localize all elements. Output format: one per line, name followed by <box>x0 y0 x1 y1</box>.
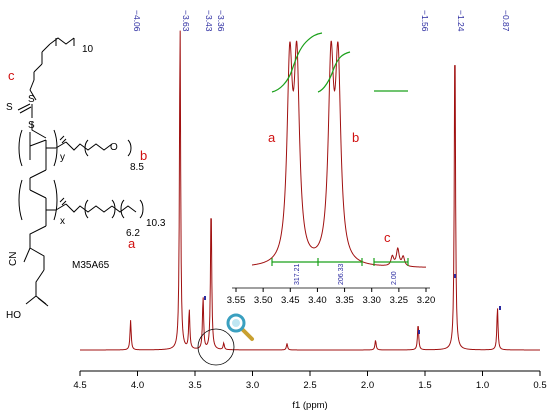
svg-text:O: O <box>110 142 118 153</box>
x-tick-label: 3.0 <box>246 380 259 391</box>
svg-text:CN: CN <box>8 252 19 266</box>
inset-label-c: c <box>384 230 391 245</box>
inset-integral-bars <box>271 258 409 266</box>
peak-label: −3.36 <box>216 10 226 32</box>
svg-text:S: S <box>28 94 35 105</box>
structure-label-a: a <box>128 236 136 251</box>
main-integral-markers <box>204 274 501 334</box>
svg-text:x: x <box>60 216 65 227</box>
peak-label: −3.43 <box>204 10 214 32</box>
chemical-structure <box>17 37 144 307</box>
magnifier-icon <box>226 313 254 341</box>
inset-tick-label: 3.40 <box>308 295 327 306</box>
svg-text:S: S <box>6 102 13 113</box>
inset-label-a: a <box>268 130 276 145</box>
inset-x-axis-ticks: 3.55 3.50 3.45 3.40 3.35 3.30 3.25 3.20 <box>227 288 436 306</box>
svg-text:8.5: 8.5 <box>130 162 144 173</box>
x-tick-label: 2.0 <box>361 380 374 391</box>
x-tick-label: 1.0 <box>476 380 489 391</box>
x-tick-label: 4.0 <box>131 380 144 391</box>
x-tick-label: 2.5 <box>303 380 316 391</box>
svg-text:10.3: 10.3 <box>146 218 166 229</box>
svg-text:10: 10 <box>82 44 94 55</box>
x-axis-ticks: 4.5 4.0 3.5 3.0 2.5 2.0 1.5 1.0 0.5 <box>73 371 547 391</box>
main-spectrum-line <box>80 30 540 351</box>
inset-tick-label: 3.45 <box>281 295 300 306</box>
svg-text:y: y <box>60 152 65 163</box>
peak-label: −3.63 <box>181 10 191 32</box>
x-tick-label: 4.5 <box>73 380 86 391</box>
inset-label-b: b <box>352 130 359 145</box>
inset-tick-label: 3.50 <box>254 295 273 306</box>
inset-tick-label: 3.35 <box>335 295 354 306</box>
integral-value-b: 206.33 <box>338 263 345 285</box>
inset-tick-label: 3.25 <box>390 295 409 306</box>
integral-value-c: 2.00 <box>391 271 398 285</box>
peak-label: −4.06 <box>132 10 142 32</box>
inset-tick-label: 3.55 <box>227 295 246 306</box>
peak-label: −0.87 <box>501 10 511 32</box>
x-axis-label: f1 (ppm) <box>292 400 327 411</box>
peak-labels: −4.06 −3.63 −3.43 −3.36 −1.56 −1.24 −0.87 <box>132 10 511 32</box>
inset-tick-label: 3.20 <box>417 295 436 306</box>
integral-value-a: 317.21 <box>294 263 301 285</box>
zoom-region-circle <box>197 328 235 366</box>
svg-text:HO: HO <box>6 310 21 321</box>
inset-spectrum-line <box>252 40 427 268</box>
inset-zoom: 3.55 3.50 3.45 3.40 3.35 3.30 3.25 3.20 317.21 … <box>227 32 436 306</box>
x-tick-label: 1.5 <box>418 380 431 391</box>
structure-label-b: b <box>140 148 147 163</box>
x-tick-label: 0.5 <box>533 380 546 391</box>
peak-label: −1.24 <box>456 10 466 32</box>
x-tick-label: 3.5 <box>188 380 201 391</box>
peak-label: −1.56 <box>420 10 430 32</box>
structure-label-c: c <box>8 68 15 83</box>
inset-integral-curves <box>271 32 408 93</box>
structure-labels: 10 S S S y x O 8.5 6.2 10.3 CN HO M35A65… <box>6 44 166 321</box>
svg-text:6.2: 6.2 <box>126 228 140 239</box>
sample-name: M35A65 <box>72 260 110 271</box>
svg-text:S: S <box>28 120 35 131</box>
inset-tick-label: 3.30 <box>362 295 381 306</box>
